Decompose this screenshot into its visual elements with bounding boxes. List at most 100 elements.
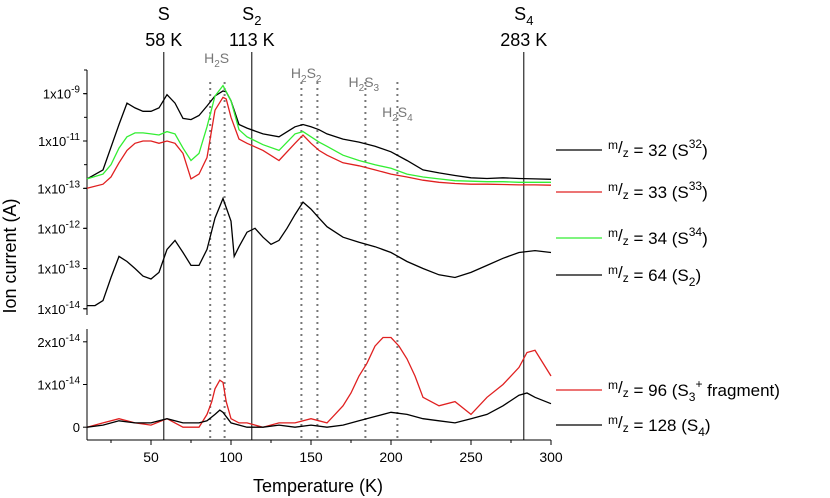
h2sn-label: H2S4 bbox=[382, 104, 413, 124]
h2sn-s: S bbox=[307, 65, 316, 81]
legend-mz-value: = 34 (S bbox=[629, 229, 689, 248]
legend-entry: m/z = 96 (S3+ fragment) bbox=[608, 377, 780, 404]
h2sn-sub2: 3 bbox=[374, 83, 380, 94]
h2sn-sub2: 2 bbox=[316, 74, 322, 85]
series-lines bbox=[86, 84, 552, 428]
legend-close: ) bbox=[702, 183, 708, 202]
legend-m: m bbox=[608, 138, 618, 152]
legend-iso-sup: + bbox=[695, 377, 702, 391]
series-line-mz-96 bbox=[86, 336, 552, 428]
y-tick-mantissa: 1x10 bbox=[37, 302, 65, 317]
legend-iso-sup: 34 bbox=[689, 225, 703, 239]
legend-mz-value: = 32 (S bbox=[629, 141, 689, 160]
x-tick-label: 200 bbox=[379, 449, 403, 465]
legend-m: m bbox=[608, 263, 618, 277]
legend-m: m bbox=[608, 180, 618, 194]
h2sn-s: S bbox=[364, 74, 373, 90]
y-tick-exponent: -14 bbox=[66, 376, 81, 387]
h2sn-label: H2S3 bbox=[349, 74, 380, 94]
y-tick-label: 1x10-13 bbox=[37, 179, 80, 196]
marker-temperature: 283 K bbox=[500, 30, 547, 50]
h2sn-h: H bbox=[349, 74, 359, 90]
legend-mz-value: = 96 (S bbox=[629, 381, 689, 400]
y-tick-mantissa: 2x10 bbox=[37, 335, 65, 350]
h2sn-h: H bbox=[291, 65, 301, 81]
marker-species-symbol: S bbox=[158, 4, 170, 24]
series-line-mz-33 bbox=[86, 96, 552, 189]
y-tick-exponent: -9 bbox=[71, 85, 80, 96]
y-tick-mantissa: 1x10 bbox=[37, 221, 65, 236]
h2sn-sub2: 4 bbox=[407, 113, 413, 124]
legend-mz-value: = 128 (S bbox=[629, 416, 698, 435]
h2sn-sub1: 2 bbox=[301, 74, 307, 85]
x-axis-label: Temperature (K) bbox=[253, 476, 383, 496]
marker-lines bbox=[163, 52, 525, 440]
legend-mz-value: = 33 (S bbox=[629, 183, 689, 202]
legend-entry: m/z = 34 (S34) bbox=[608, 225, 708, 248]
legend-slash: / bbox=[618, 138, 623, 157]
y-tick-exponent: -13 bbox=[66, 179, 81, 190]
y-tick-exponent: -14 bbox=[66, 333, 81, 344]
legend-iso-sub: 4 bbox=[698, 425, 705, 439]
h2sn-h: H bbox=[382, 104, 392, 120]
legend-entry: m/z = 128 (S4) bbox=[608, 413, 711, 439]
legend-slash: / bbox=[618, 226, 623, 245]
legend-iso-sup: 32 bbox=[689, 137, 703, 151]
legend-mz-value: = 64 (S bbox=[629, 266, 689, 285]
y-tick-label: 1x10-11 bbox=[38, 132, 80, 149]
series-line-mz-64 bbox=[87, 196, 552, 307]
x-tick-label: 150 bbox=[299, 449, 323, 465]
y-tick-mantissa: 0 bbox=[73, 420, 80, 435]
y-tick-mantissa: 1x10 bbox=[37, 378, 65, 393]
x-tick-label: 300 bbox=[539, 449, 563, 465]
x-tick-label: 50 bbox=[143, 449, 159, 465]
y-tick-mantissa: 1x10 bbox=[37, 262, 65, 277]
h2sn-sub1: 2 bbox=[392, 113, 398, 124]
legend-slash: / bbox=[618, 180, 623, 199]
series-line-mz-128 bbox=[86, 392, 552, 428]
legend-z: z bbox=[623, 188, 629, 202]
legend-slash: / bbox=[618, 378, 623, 397]
y-tick-label: 2x10-14 bbox=[37, 333, 80, 350]
legend-close: ) bbox=[705, 416, 711, 435]
y-axis-label: Ion current (A) bbox=[0, 198, 20, 313]
legend-z: z bbox=[623, 146, 629, 160]
y-tick-label: 0 bbox=[73, 420, 80, 435]
legend-iso-sub: 2 bbox=[689, 275, 696, 289]
marker-species-symbol: S bbox=[514, 4, 526, 24]
h2sn-label: H2S bbox=[204, 50, 229, 70]
y-tick-label: 1x10-9 bbox=[43, 85, 81, 102]
legend-z: z bbox=[623, 386, 629, 400]
legend-m: m bbox=[608, 378, 618, 392]
legend-m: m bbox=[608, 413, 618, 427]
h2sn-label: H2S2 bbox=[291, 65, 322, 85]
y-tick-label: 1x10-14 bbox=[37, 300, 80, 317]
x-tick-label: 250 bbox=[459, 449, 483, 465]
y-tick-mantissa: 1x10 bbox=[37, 181, 65, 196]
y-tick-label: 1x10-14 bbox=[37, 376, 80, 393]
legend-m: m bbox=[608, 226, 618, 240]
y-tick-mantissa: 1x10 bbox=[43, 87, 71, 102]
legend-close: ) bbox=[702, 229, 708, 248]
x-tick-label: 100 bbox=[219, 449, 243, 465]
marker-species-sub: 4 bbox=[526, 13, 533, 28]
y-tick-label: 1x10-12 bbox=[37, 219, 80, 236]
marker-species: S4 bbox=[514, 4, 533, 28]
marker-temperature: 113 K bbox=[229, 30, 275, 50]
y-tick-label: 1x10-13 bbox=[37, 260, 80, 277]
panels bbox=[86, 70, 551, 441]
legend-entry: m/z = 64 (S2) bbox=[608, 263, 701, 289]
legend-close: ) bbox=[702, 141, 708, 160]
marker-species: S bbox=[158, 4, 170, 24]
marker-species-symbol: S bbox=[242, 4, 254, 24]
y-tick-exponent: -13 bbox=[66, 260, 81, 271]
y-tick-exponent: -14 bbox=[66, 300, 81, 311]
h2sn-sub1: 2 bbox=[214, 59, 220, 70]
legend-iso-sub: 3 bbox=[689, 390, 696, 404]
marker-temperature: 58 K bbox=[145, 30, 182, 50]
y-tick-exponent: -11 bbox=[66, 132, 80, 143]
legend-slash: / bbox=[618, 263, 623, 282]
y-tick-exponent: -12 bbox=[66, 219, 81, 230]
